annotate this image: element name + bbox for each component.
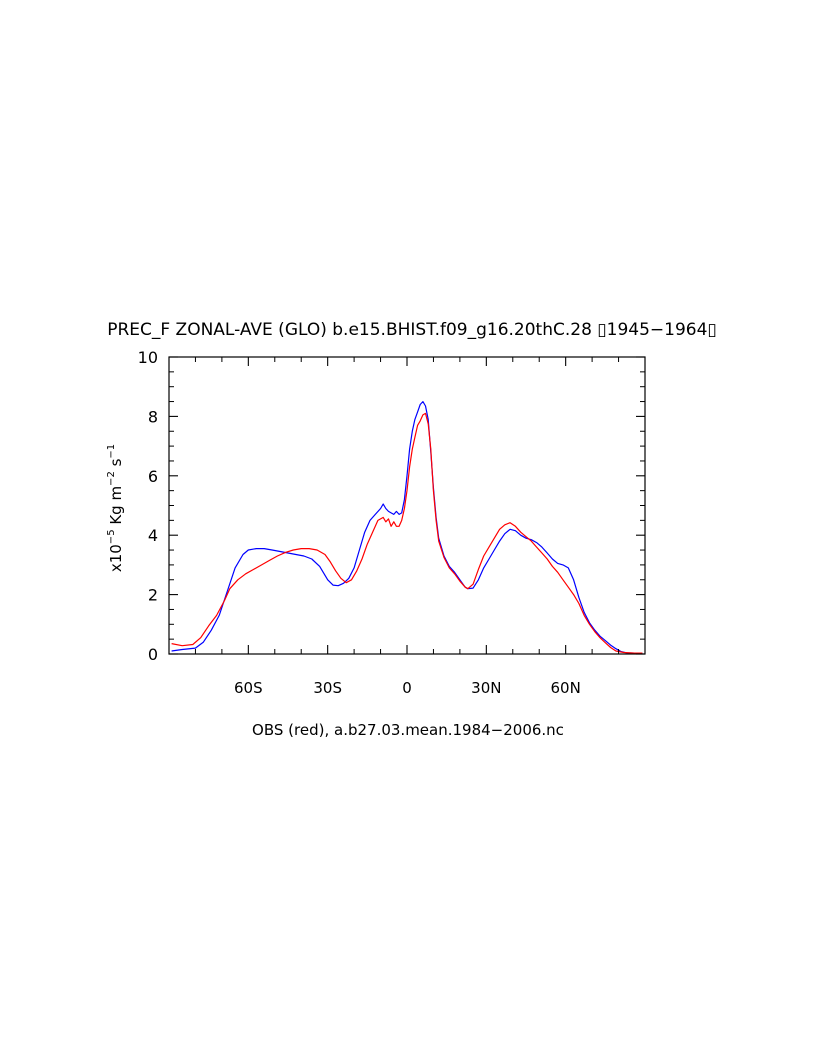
y-axis-label-unit: Kg m bbox=[107, 486, 125, 530]
y-tick-label-4: 8 bbox=[148, 407, 158, 426]
x-tick-label-4: 60N bbox=[551, 679, 581, 697]
x-tick-label-0: 60S bbox=[234, 679, 263, 697]
plot-series-group bbox=[171, 401, 643, 654]
y-tick-label-3: 6 bbox=[148, 467, 158, 486]
plot-frame bbox=[168, 356, 646, 655]
x-tick-label-1: 30S bbox=[313, 679, 342, 697]
y-tick-label-1: 2 bbox=[148, 586, 158, 605]
x-tick-label-2: 0 bbox=[402, 679, 412, 697]
series-line-0 bbox=[171, 401, 643, 654]
axis-tick-labels: 60S 30S 0 30N 60N 0 2 4 6 8 10 bbox=[138, 348, 581, 697]
x-axis-label: OBS (red), a.b27.03.mean.1984−2006.nc bbox=[252, 721, 564, 739]
y-axis-label-base: x10 bbox=[107, 544, 125, 572]
y-tick-label-0: 0 bbox=[148, 645, 158, 664]
y-axis-label-exp1: −5 bbox=[106, 529, 117, 544]
series-line-1 bbox=[171, 412, 643, 654]
axis-ticks bbox=[169, 356, 645, 655]
x-tick-label-3: 30N bbox=[471, 679, 501, 697]
chart-title: PREC_F ZONAL-AVE (GLO) b.e15.BHIST.f09_g… bbox=[107, 320, 717, 340]
y-axis-label: x10−5 Kg m−2 s−1 bbox=[106, 444, 125, 572]
y-axis-label-exp2: −2 bbox=[106, 471, 117, 486]
y-tick-label-2: 4 bbox=[148, 526, 158, 545]
y-axis-label-unit2: s bbox=[107, 458, 125, 471]
y-axis-label-exp3: −1 bbox=[106, 444, 117, 459]
y-tick-label-5: 10 bbox=[138, 348, 158, 367]
